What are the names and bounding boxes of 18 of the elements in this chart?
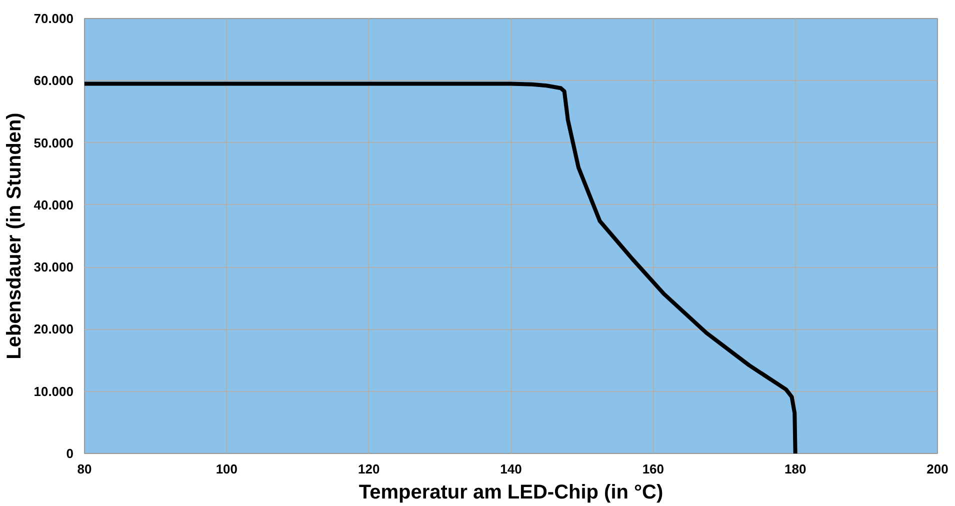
x-tick-label: 180 (784, 462, 806, 476)
x-tick-label: 140 (500, 462, 522, 476)
y-tick-label: 70.000 (34, 11, 74, 26)
x-tick-label: 200 (926, 462, 948, 476)
x-tick-label: 100 (216, 462, 238, 476)
y-axis-title: Lebensdauer (in Stunden) (4, 112, 26, 360)
y-tick-label: 20.000 (34, 322, 74, 337)
y-tick-label: 60.000 (34, 73, 74, 88)
x-tick-label: 80 (77, 462, 92, 476)
y-tick-label: 0 (66, 446, 74, 461)
x-tick-label: 160 (642, 462, 664, 476)
y-tick-label: 40.000 (34, 197, 74, 212)
line-series (84, 82, 798, 454)
y-tick-label: 50.000 (34, 135, 74, 150)
y-tick-label: 10.000 (34, 384, 74, 399)
y-tick-label: 30.000 (34, 260, 74, 275)
x-tick-label: 120 (358, 462, 380, 476)
x-axis-title: Temperatur am LED-Chip (in °C) (358, 482, 664, 504)
